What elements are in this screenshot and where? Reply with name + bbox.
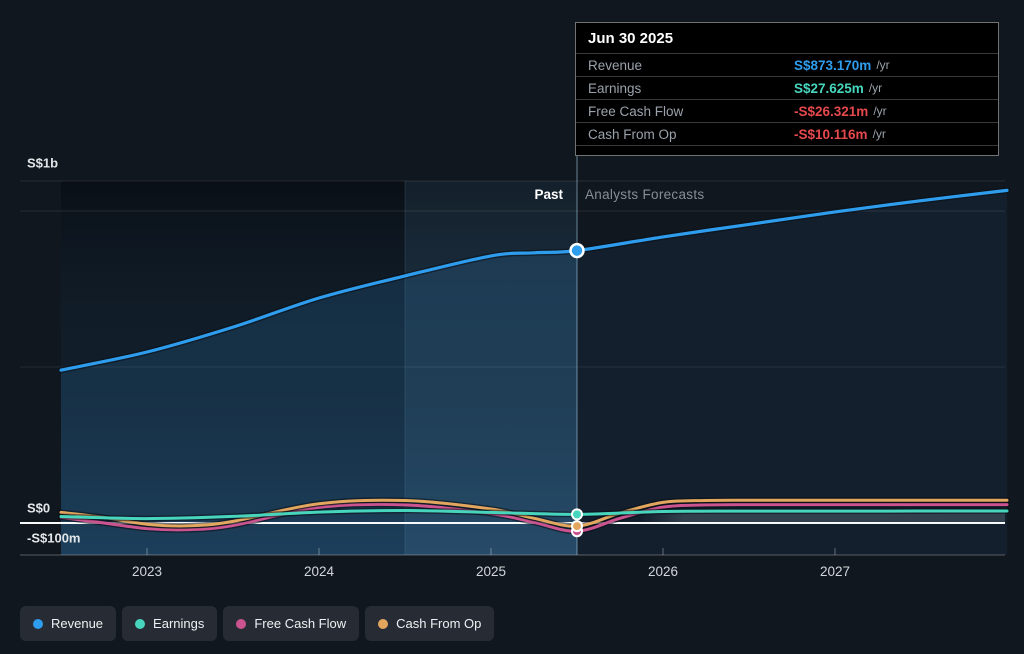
- x-axis-label: 2025: [475, 564, 507, 579]
- legend-item-free-cash-flow[interactable]: Free Cash Flow: [223, 606, 360, 641]
- x-axis-label: 2023: [131, 564, 163, 579]
- tooltip-row-revenue: Revenue S$873.170m /yr: [576, 53, 998, 76]
- legend-item-cash-from-op[interactable]: Cash From Op: [365, 606, 495, 641]
- chart-legend: Revenue Earnings Free Cash Flow Cash Fro…: [20, 606, 495, 641]
- x-axis-label: 2024: [303, 564, 335, 579]
- tooltip-row-free-cash-flow: Free Cash Flow -S$26.321m /yr: [576, 99, 998, 122]
- tooltip-row-earnings: Earnings S$27.625m /yr: [576, 76, 998, 99]
- y-axis-label: S$1b: [27, 155, 59, 171]
- past-region-label: Past: [534, 187, 563, 202]
- chart-series-lines: [58, 187, 1010, 535]
- cash-from-op-value: -S$10.116m: [794, 126, 868, 142]
- tooltip-row-cash-from-op: Cash From Op -S$10.116m /yr: [576, 122, 998, 146]
- y-axis-label: -S$100m: [27, 530, 81, 546]
- legend-item-revenue[interactable]: Revenue: [20, 606, 117, 641]
- cash-from-op-dot-icon: [378, 618, 389, 629]
- x-axis-label: 2026: [647, 564, 679, 579]
- tooltip-date: Jun 30 2025: [588, 30, 674, 47]
- earnings-dot-icon: [135, 618, 146, 629]
- chart-plot-area[interactable]: [0, 0, 1024, 600]
- forecast-region-label: Analysts Forecasts: [585, 187, 705, 202]
- legend-item-earnings[interactable]: Earnings: [122, 606, 218, 641]
- free-cash-flow-value: -S$26.321m: [794, 103, 869, 119]
- revenue-value: S$873.170m: [794, 57, 872, 73]
- revenue-dot-icon: [33, 618, 43, 629]
- earnings-value: S$27.625m: [794, 80, 864, 96]
- hover-tooltip: Jun 30 2025 Revenue S$873.170m /yr Earni…: [575, 22, 999, 156]
- y-axis-label: S$0: [27, 500, 51, 516]
- free-cash-flow-dot-icon: [236, 618, 247, 629]
- chart-hover-markers: [569, 242, 585, 538]
- chart-background-layers: [61, 181, 1007, 555]
- x-axis-label: 2027: [819, 564, 851, 579]
